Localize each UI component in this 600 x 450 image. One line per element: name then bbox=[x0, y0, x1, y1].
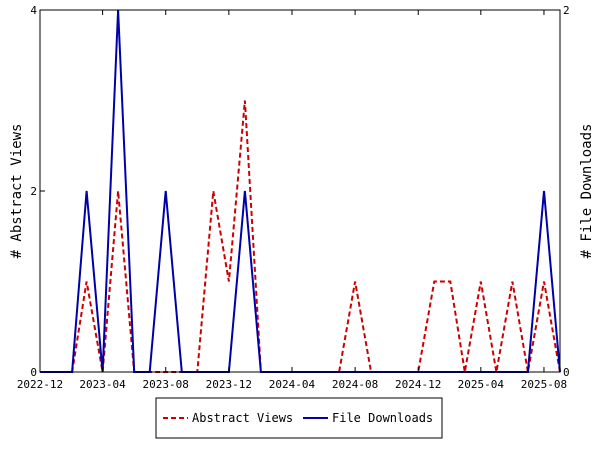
x-tick-label: 2023-12 bbox=[206, 378, 252, 391]
right-axis-title: # File Downloads bbox=[579, 124, 595, 259]
legend-label-abstract-views: Abstract Views bbox=[192, 411, 293, 425]
x-tick-label: 2023-04 bbox=[79, 378, 126, 391]
left-axis-title: # Abstract Views bbox=[9, 124, 25, 259]
x-tick-label: 2024-04 bbox=[269, 378, 316, 391]
x-tick-label: 2022-12 bbox=[17, 378, 63, 391]
right-y-tick-label: 0 bbox=[563, 366, 570, 379]
x-tick-label: 2024-12 bbox=[395, 378, 441, 391]
legend-box bbox=[155, 397, 443, 439]
x-tick-label: 2023-08 bbox=[143, 378, 189, 391]
legend-label-file-downloads: File Downloads bbox=[332, 411, 433, 425]
left-y-tick-label: 4 bbox=[30, 4, 37, 17]
left-y-tick-label: 0 bbox=[30, 366, 37, 379]
axis-ticks: 2022-12 2023-04 2023-08 2023-12 2024-04 2024-… bbox=[17, 4, 570, 391]
legend: Abstract Views File Downloads bbox=[155, 397, 443, 439]
x-tick-label: 2025-04 bbox=[458, 378, 505, 391]
left-y-tick-label: 2 bbox=[30, 185, 37, 198]
x-tick-label: 2025-08 bbox=[521, 378, 567, 391]
x-tick-label: 2024-08 bbox=[332, 378, 378, 391]
right-y-tick-label: 2 bbox=[563, 4, 570, 17]
